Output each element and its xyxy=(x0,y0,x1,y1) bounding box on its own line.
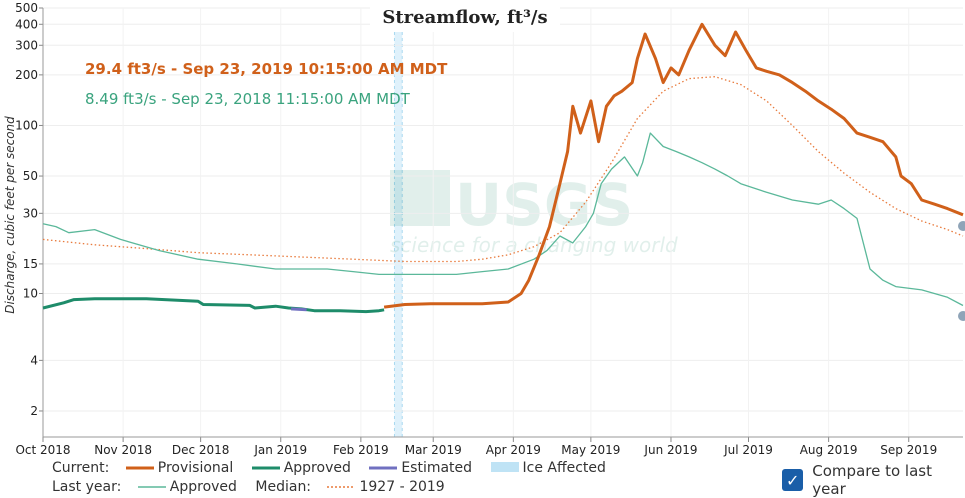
x-tick-label: Jan 2019 xyxy=(253,443,307,457)
y-tick-label: 400 xyxy=(15,17,38,31)
y-tick-label: 4 xyxy=(30,353,38,367)
series-current-provisional[interactable] xyxy=(383,22,964,309)
legend-last-year-row: Last year: Approved Median: 1927 - 2019 xyxy=(52,479,445,495)
estimated-swatch xyxy=(369,466,398,470)
title-background xyxy=(370,4,560,32)
legend-current-row: Current: Provisional Approved Estimated … xyxy=(52,460,606,476)
last-year-swatch xyxy=(137,486,166,488)
y-tick-label: 50 xyxy=(23,169,38,183)
x-tick-label: Jul 2019 xyxy=(723,443,773,457)
ice-swatch xyxy=(490,462,519,472)
y-tick-label: 200 xyxy=(15,68,38,82)
series-last-year-approved[interactable] xyxy=(42,132,964,307)
approved-swatch xyxy=(251,466,280,470)
x-tick-label: May 2019 xyxy=(561,443,620,457)
series-current-approved[interactable] xyxy=(42,297,385,314)
ice-affected-band xyxy=(393,8,403,437)
y-tick-label: 10 xyxy=(23,287,38,301)
x-tick-label: Feb 2019 xyxy=(333,443,389,457)
legend-provisional: Provisional xyxy=(157,460,234,476)
provisional-swatch xyxy=(125,466,154,470)
compare-last-year-toggle[interactable]: ✓ Compare to last year xyxy=(782,462,965,498)
y-tick-label: 30 xyxy=(23,206,38,220)
x-tick-label: Oct 2018 xyxy=(15,443,70,457)
legend-ice-affected: Ice Affected xyxy=(522,460,606,476)
usgs-watermark: USGS science for a changing world xyxy=(390,170,678,257)
series-lines xyxy=(42,22,964,314)
legend-approved: Approved xyxy=(283,460,351,476)
watermark-brand: USGS xyxy=(455,171,633,239)
legend-estimated: Estimated xyxy=(401,460,473,476)
series-current-estimated[interactable] xyxy=(291,307,307,312)
checkmark-icon[interactable]: ✓ xyxy=(782,469,804,491)
x-tick-label: Jun 2019 xyxy=(643,443,697,457)
x-tick-label: Nov 2018 xyxy=(94,443,152,457)
y-tick-label: 100 xyxy=(15,118,38,132)
watermark-tagline: science for a changing world xyxy=(390,233,678,257)
legend-last-year-approved: Approved xyxy=(169,479,237,495)
ice-affected-rect xyxy=(394,8,403,437)
x-tick-label: Mar 2019 xyxy=(405,443,462,457)
chart-title: Streamflow, ft³/s xyxy=(382,7,547,28)
x-tick-label: Dec 2018 xyxy=(172,443,230,457)
y-axis-label: Discharge, cubic feet per second xyxy=(3,116,17,314)
axes: 2 4 10 15 30 50 100 200 300 400 500 Oct 2018 Nov 201… xyxy=(15,1,963,457)
usgs-logo-icon xyxy=(390,170,450,226)
y-tick-label: 500 xyxy=(15,1,38,15)
current-value-annotation: 29.4 ft3/s - Sep 23, 2019 10:15:00 AM MD… xyxy=(85,60,448,78)
median-swatch xyxy=(327,486,356,488)
y-tick-label: 300 xyxy=(15,38,38,52)
current-endpoint-marker[interactable] xyxy=(958,221,965,231)
y-tick-label: 15 xyxy=(23,257,38,271)
grid xyxy=(42,7,963,437)
x-tick-label: Aug 2019 xyxy=(800,443,858,457)
legend-median-label: Median: xyxy=(255,479,312,495)
x-tick-label: Apr 2019 xyxy=(486,443,541,457)
legend-median-range: 1927 - 2019 xyxy=(359,479,445,495)
compare-label: Compare to last year xyxy=(812,462,932,498)
legend-last-year-label: Last year: xyxy=(52,479,122,495)
last-year-value-annotation: 8.49 ft3/s - Sep 23, 2018 11:15:00 AM MD… xyxy=(85,90,411,108)
legend-current-label: Current: xyxy=(52,460,110,476)
x-tick-label: Sep 2019 xyxy=(880,443,937,457)
last-year-endpoint-marker[interactable] xyxy=(958,311,965,321)
y-tick-label: 2 xyxy=(30,404,38,418)
